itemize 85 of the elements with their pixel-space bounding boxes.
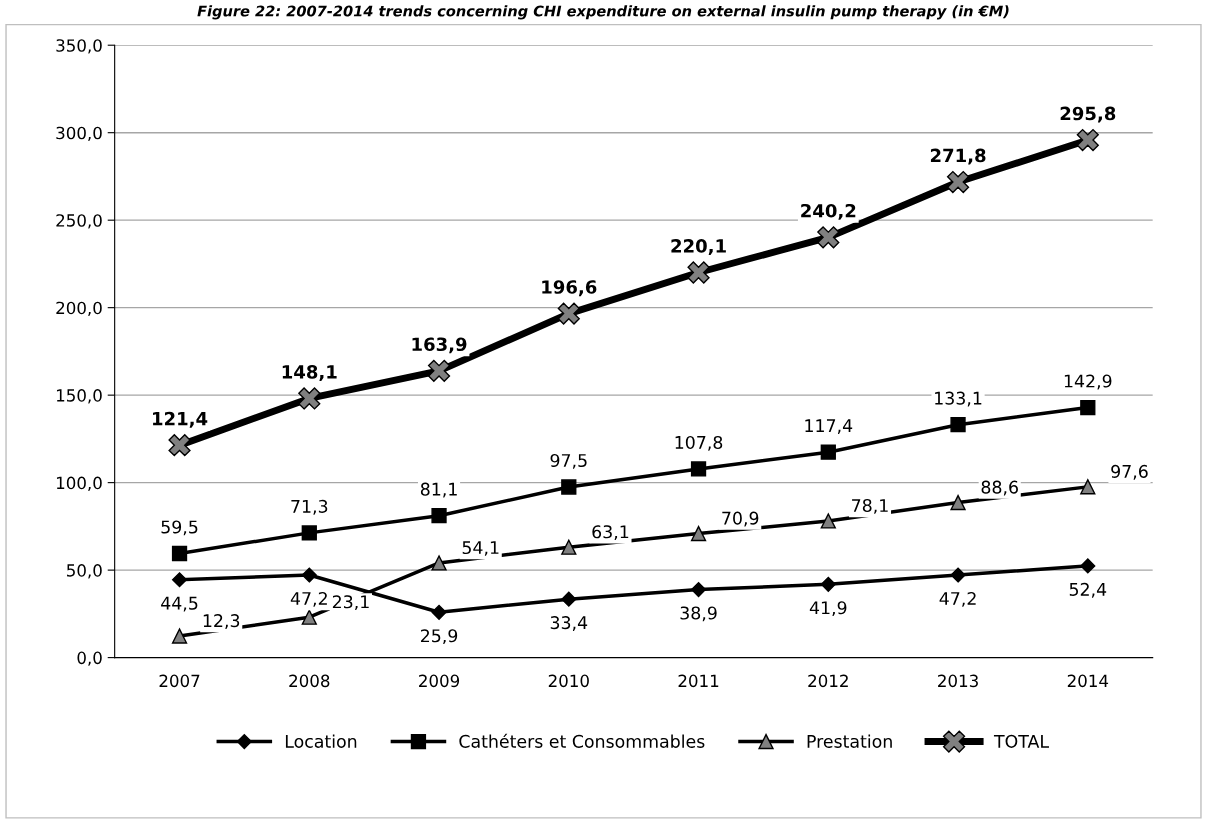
point xyxy=(820,513,836,529)
data-label: 121,4 xyxy=(153,411,208,428)
data-label: 163,9 xyxy=(412,337,467,354)
point xyxy=(950,567,966,583)
legend-label: TOTAL xyxy=(993,734,1049,748)
data-label: 25,9 xyxy=(420,629,458,645)
y-tick-label: 100,0 xyxy=(56,476,102,491)
point xyxy=(690,525,707,542)
x-tick-label: 2013 xyxy=(938,674,978,688)
data-label: 81,1 xyxy=(420,482,457,498)
legend-label: Cathéters et Consommables xyxy=(459,733,705,748)
point xyxy=(561,479,577,495)
data-label: 142,9 xyxy=(1064,374,1112,390)
point xyxy=(1080,479,1096,495)
point xyxy=(946,170,970,194)
x-tick-label: 2008 xyxy=(289,674,330,688)
data-label: 220,1 xyxy=(671,239,726,256)
y-tick-label: 150,0 xyxy=(56,389,102,404)
point xyxy=(1080,399,1096,416)
data-label: 240,2 xyxy=(801,203,856,220)
point xyxy=(301,609,317,625)
data-label: 47,2 xyxy=(939,591,976,607)
point xyxy=(301,525,317,541)
data-label: 38,9 xyxy=(680,606,717,622)
point xyxy=(950,417,966,433)
point xyxy=(817,226,840,249)
data-label: 47,2 xyxy=(290,591,327,607)
data-label: 63,1 xyxy=(592,525,629,541)
data-label: 41,9 xyxy=(809,601,847,617)
data-label: 271,8 xyxy=(930,148,986,165)
data-label: 133,1 xyxy=(935,391,982,407)
point xyxy=(557,302,580,325)
x-tick-label: 2010 xyxy=(548,674,589,688)
point xyxy=(427,359,451,382)
y-tick-label: 0,0 xyxy=(77,651,102,666)
legend-label: Location xyxy=(285,734,357,748)
point xyxy=(298,387,321,410)
point xyxy=(431,555,447,571)
point xyxy=(1080,558,1096,574)
y-tick-label: 200,0 xyxy=(56,301,102,316)
data-label: 59,5 xyxy=(161,520,198,536)
point xyxy=(171,628,188,644)
point xyxy=(561,591,577,607)
y-tick-label: 250,0 xyxy=(56,214,102,229)
y-tick-label: 50,0 xyxy=(67,564,102,579)
data-label: 52,4 xyxy=(1069,582,1107,598)
data-label: 54,1 xyxy=(462,541,499,556)
point xyxy=(431,508,447,524)
point xyxy=(171,572,188,588)
data-label: 44,5 xyxy=(161,596,198,612)
chart-title: Figure 22: 2007-2014 trends concerning CHI expenditure on external insulin pump therapy (in €M) xyxy=(197,5,1009,20)
x-tick-label: 2009 xyxy=(419,674,460,688)
point xyxy=(690,461,707,477)
point xyxy=(820,444,836,460)
point xyxy=(431,604,447,620)
point xyxy=(820,576,836,592)
point xyxy=(1076,128,1099,152)
data-label: 295,8 xyxy=(1060,106,1116,123)
point xyxy=(687,261,710,284)
data-label: 196,6 xyxy=(542,280,597,297)
y-tick-label: 350,0 xyxy=(56,39,102,54)
data-label: 70,9 xyxy=(722,511,759,527)
x-tick-label: 2014 xyxy=(1067,674,1109,688)
data-label: 71,3 xyxy=(291,499,328,515)
point xyxy=(950,494,966,511)
data-label: 97,6 xyxy=(1111,464,1148,480)
x-tick-label: 2011 xyxy=(678,674,719,688)
y-tick-label: 300,0 xyxy=(56,126,102,141)
point xyxy=(561,539,577,555)
x-tick-label: 2007 xyxy=(159,674,200,688)
data-label: 12,3 xyxy=(203,614,240,629)
data-label: 23,1 xyxy=(332,595,369,611)
data-label: 78,1 xyxy=(852,498,888,514)
x-tick-label: 2012 xyxy=(808,674,848,688)
data-label: 148,1 xyxy=(282,365,337,382)
legend-label: Prestation xyxy=(807,734,892,748)
data-label: 117,4 xyxy=(805,419,853,434)
point xyxy=(690,581,707,598)
data-label: 107,8 xyxy=(675,435,723,451)
point xyxy=(171,545,188,562)
data-label: 97,5 xyxy=(550,453,587,469)
data-label: 33,4 xyxy=(550,616,588,631)
point xyxy=(301,567,317,583)
point xyxy=(168,434,191,457)
data-label: 88,6 xyxy=(981,480,1018,496)
